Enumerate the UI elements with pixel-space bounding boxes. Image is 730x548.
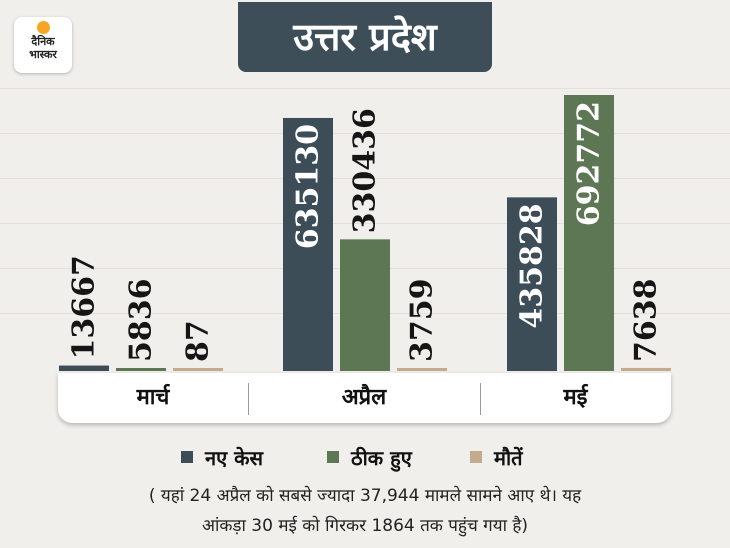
data-label-deaths-2: 7638 [629, 278, 664, 362]
legend-item-deaths: मौतें [470, 440, 523, 474]
page-title: उत्तर प्रदेश [293, 15, 437, 59]
bar-recovered-2 [564, 95, 614, 371]
legend-swatch [327, 451, 339, 463]
category-axis: मार्च अप्रैल मई [58, 373, 671, 423]
footnote-line-2: आंकड़ा 30 मई को गिरकर 1864 तक पहुंच गया … [201, 516, 529, 536]
axis-separator [248, 383, 249, 415]
legend-swatch [181, 451, 193, 463]
data-label-new-cases-1: 635130 [291, 124, 326, 249]
logo-text: दैनिक भास्कर [14, 35, 72, 61]
data-label-new-cases-2: 435828 [515, 203, 550, 328]
category-label-may: मई [563, 385, 588, 410]
bar-deaths-0 [173, 368, 223, 371]
legend-label: ठीक हुए [351, 445, 412, 470]
background-line [0, 88, 730, 89]
logo-line-1: दैनिक [31, 35, 55, 48]
category-label-april: अप्रैल [341, 385, 387, 410]
data-label-recovered-1: 330436 [348, 108, 383, 233]
background-line [0, 178, 730, 179]
axis-separator [480, 383, 481, 415]
data-label-recovered-0: 5836 [124, 279, 159, 363]
legend: नए केस ठीक हुए मौतें [0, 440, 730, 474]
legend-item-new-cases: नए केस [181, 440, 263, 474]
logo-line-2: भास्कर [29, 48, 57, 61]
bar-deaths-2 [621, 367, 671, 371]
background-line [0, 223, 730, 224]
background-line [0, 133, 730, 134]
sun-icon [37, 21, 50, 34]
legend-item-recovered: ठीक हुए [327, 440, 412, 474]
title-banner: उत्तर प्रदेश [238, 2, 492, 72]
brand-logo: दैनिक भास्कर [14, 17, 72, 73]
legend-label: नए केस [205, 445, 264, 470]
legend-swatch [470, 451, 482, 463]
data-label-new-cases-0: 13667 [67, 255, 102, 359]
footnote: ( यहां 24 अप्रैल को सबसे ज्यादा 37,944 म… [60, 481, 670, 541]
footnote-line-1: ( यहां 24 अप्रैल को सबसे ज्यादा 37,944 म… [148, 486, 582, 506]
bar-new-cases-1 [283, 117, 333, 372]
category-label-march: मार्च [136, 385, 170, 410]
bar-deaths-1 [397, 368, 447, 371]
legend-label: मौतें [494, 445, 523, 470]
data-label-recovered-2: 692772 [572, 101, 607, 226]
bar-new-cases-2 [507, 197, 557, 371]
bar-new-cases-0 [59, 365, 109, 371]
bar-recovered-0 [116, 368, 166, 371]
data-label-deaths-0: 87 [181, 320, 216, 362]
bar-recovered-1 [340, 239, 390, 371]
data-label-deaths-1: 3759 [405, 279, 440, 363]
